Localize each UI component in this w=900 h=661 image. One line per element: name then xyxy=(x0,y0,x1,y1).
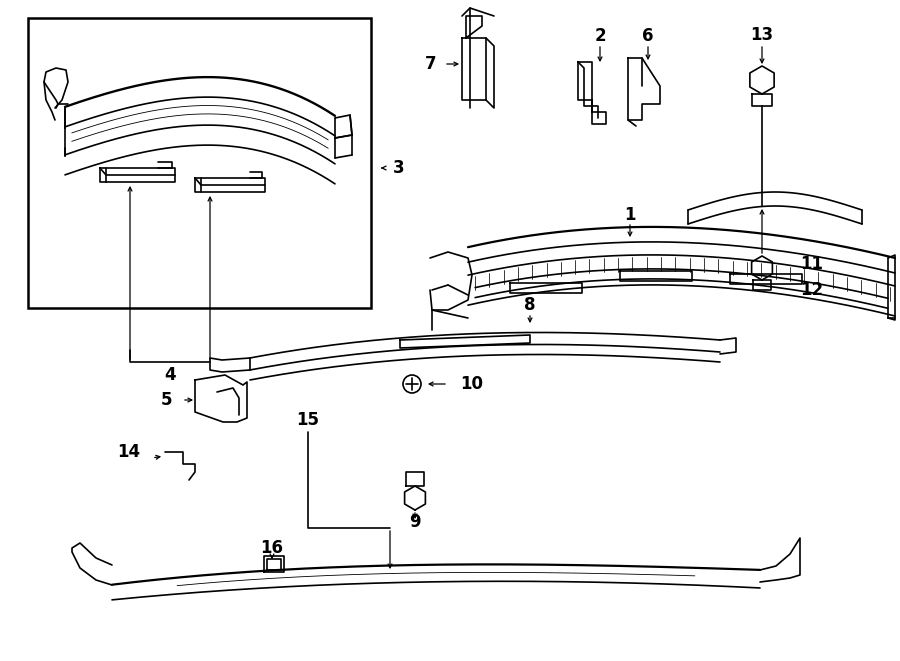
Text: 4: 4 xyxy=(164,366,176,384)
Text: 15: 15 xyxy=(296,411,320,429)
Text: 7: 7 xyxy=(425,55,436,73)
Text: 12: 12 xyxy=(800,281,824,299)
Text: 3: 3 xyxy=(393,159,405,177)
Text: 5: 5 xyxy=(160,391,172,409)
Bar xyxy=(28,18,371,308)
Text: 13: 13 xyxy=(751,26,774,44)
Text: 8: 8 xyxy=(524,296,536,314)
Text: 9: 9 xyxy=(410,513,421,531)
Text: 1: 1 xyxy=(625,206,635,224)
Text: 6: 6 xyxy=(643,27,653,45)
Text: 16: 16 xyxy=(260,539,284,557)
Text: 10: 10 xyxy=(460,375,483,393)
Text: 14: 14 xyxy=(117,443,140,461)
Text: 11: 11 xyxy=(800,255,823,273)
Text: 2: 2 xyxy=(594,27,606,45)
